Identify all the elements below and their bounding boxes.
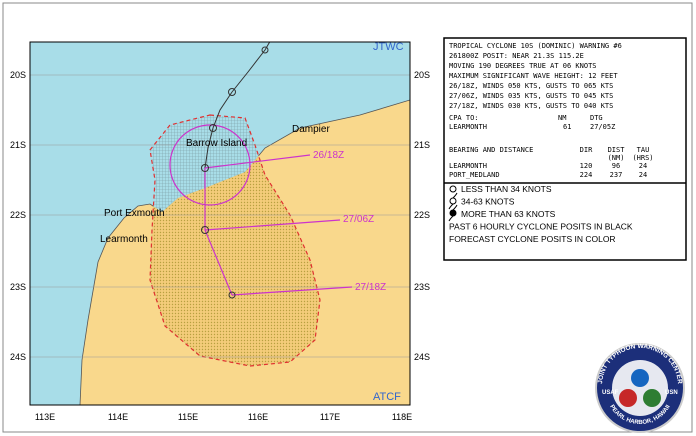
warning-line: MAXIMUM SIGNIFICANT WAVE HEIGHT: 12 FEET: [449, 72, 618, 80]
bearing-cell: 24: [639, 162, 647, 170]
info-box: [443, 37, 687, 261]
place: Barrow Island: [186, 138, 247, 149]
forecast-label: 27/06Z: [343, 214, 374, 225]
bearing-header: DIR: [580, 146, 593, 154]
lon-label: 114E: [108, 412, 128, 422]
warning-line: 26/18Z, WINDS 050 KTS, GUSTS TO 065 KTS: [449, 82, 613, 90]
info-text: TROPICAL CYCLONE 10S (DOMINIC) WARNING #…: [449, 42, 654, 244]
legend-item: PAST 6 HOURLY CYCLONE POSITS IN BLACK: [449, 222, 633, 232]
lat-label: 21S: [10, 140, 26, 150]
lat-label: 24S: [10, 352, 26, 362]
lat-label: 20S: [10, 70, 26, 80]
bearing-cell: PORT_MEDLAND: [449, 171, 500, 179]
axis-labels: 20S 20S 21S 21S 22S 22S 23S 23S 24S 24S 113E 114E 11…: [10, 70, 430, 422]
bearing-cell: 224: [580, 171, 593, 179]
bearing-cell: 24: [639, 171, 647, 179]
cpa-cell: 61: [563, 123, 571, 131]
bearing-header: BEARING AND DISTANCE: [449, 146, 533, 154]
lat-label: 22S: [10, 210, 26, 220]
place: Port Exmouth: [104, 208, 165, 219]
warning-line: 27/18Z, WINDS 030 KTS, GUSTS TO 040 KTS: [449, 102, 613, 110]
legend-item: 34-63 KNOTS: [461, 197, 515, 207]
logo-left: USAF: [602, 390, 619, 396]
forecast-label: 26/18Z: [313, 150, 344, 161]
place: Dampier: [292, 124, 330, 135]
past-posits: [209, 46, 269, 132]
lat-label: 20S: [414, 70, 430, 80]
legend-item: LESS THAN 34 KNOTS: [461, 184, 552, 194]
past-track: [204, 42, 271, 169]
forecast-leaders: [204, 154, 353, 296]
cpa-cell: 27/05Z: [590, 123, 615, 131]
lon-label: 115E: [178, 412, 198, 422]
bearing-unit: (NM): [608, 154, 625, 162]
legend-icons: [448, 185, 458, 222]
logo: JOINT TYPHOON WARNING CENTER PEARL HARBO…: [595, 343, 685, 433]
lat-label: 22S: [414, 210, 430, 220]
bearing-cell: 120: [580, 162, 593, 170]
warning-line: 261800Z POSIT: NEAR 21.3S 115.2E: [449, 52, 584, 60]
cpa-header: NM: [558, 114, 566, 122]
cpa-header: DTG: [590, 114, 603, 122]
lat-label: 21S: [414, 140, 430, 150]
graticule: [30, 74, 410, 358]
bearing-cell: 96: [612, 162, 620, 170]
cpa-cell: LEARMONTH: [449, 123, 487, 131]
place: Learmonth: [100, 234, 148, 245]
danger-outline: [149, 114, 321, 367]
lon-label: 116E: [248, 412, 268, 422]
logo-right: USN: [665, 390, 678, 396]
bearing-cell: 237: [610, 171, 623, 179]
lon-label: 117E: [320, 412, 340, 422]
bearing-header: TAU: [637, 146, 650, 154]
cpa-header: CPA TO:: [449, 114, 479, 122]
lon-label: 113E: [35, 412, 55, 422]
warning-line: MOVING 190 DEGREES TRUE AT 06 KNOTS: [449, 62, 597, 70]
bearing-header: DIST: [608, 146, 626, 154]
warning-line: 27/06Z, WINDS 035 KTS, GUSTS TO 045 KTS: [449, 92, 613, 100]
forecast-label: 27/18Z: [355, 282, 386, 293]
legend-item: FORECAST CYCLONE POSITS IN COLOR: [449, 234, 616, 244]
bearing-cell: LEARMONTH: [449, 162, 487, 170]
map: 26/18Z 27/06Z 27/18Z Dampier Barrow Isla…: [30, 41, 410, 405]
bearing-unit: (HRS): [632, 154, 653, 162]
wind-radius: [169, 124, 251, 206]
map-border: [29, 41, 411, 406]
lat-label: 23S: [414, 282, 430, 292]
legend-item: MORE THAN 63 KNOTS: [461, 209, 556, 219]
corner-label: JTWC: [373, 41, 404, 53]
lat-label: 24S: [414, 352, 430, 362]
lat-label: 23S: [10, 282, 26, 292]
warning-line: TROPICAL CYCLONE 10S (DOMINIC) WARNING #…: [449, 42, 622, 50]
corner-label: ATCF: [373, 391, 401, 403]
forecast-posits: [201, 164, 236, 299]
lon-label: 118E: [392, 412, 412, 422]
